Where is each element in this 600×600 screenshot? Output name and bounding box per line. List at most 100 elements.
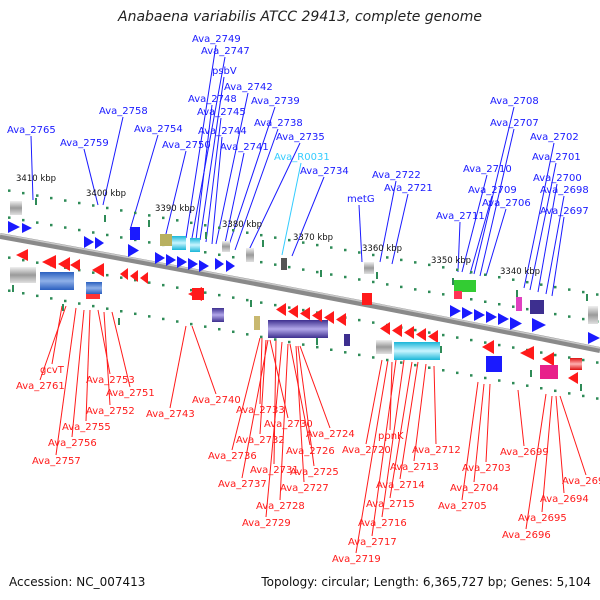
ruler-dot xyxy=(218,293,221,297)
gene-label-ava-2712[interactable]: Ava_2712 xyxy=(412,445,461,456)
gene-label-ava-2693[interactable]: Ava_2693 xyxy=(562,476,600,487)
ruler-tick xyxy=(35,198,37,205)
leader-ava-2748 xyxy=(195,104,213,241)
gene-label-ava-2743[interactable]: Ava_2743 xyxy=(146,409,195,420)
gene-label-ava-2701[interactable]: Ava_2701 xyxy=(532,152,581,163)
gene-label-ava-2709[interactable]: Ava_2709 xyxy=(468,185,517,196)
gene-label-ava-2744[interactable]: Ava_2744 xyxy=(198,126,247,137)
genome-backbone-highlight xyxy=(0,233,600,349)
gene-label-ava-r0031[interactable]: Ava_R0031 xyxy=(274,152,330,163)
gene-label-ava-2729[interactable]: Ava_2729 xyxy=(242,518,291,529)
gene-label-ava-2711[interactable]: Ava_2711 xyxy=(436,211,485,222)
gene-label-ava-2757[interactable]: Ava_2757 xyxy=(32,456,81,467)
ruler-dot xyxy=(540,351,543,354)
gene-block xyxy=(10,201,22,215)
gene-label-ppnk[interactable]: ppnK xyxy=(378,431,404,442)
gene-label-ava-2695[interactable]: Ava_2695 xyxy=(518,513,567,524)
gene-label-metg[interactable]: metG xyxy=(347,194,375,205)
gene-label-ava-2706[interactable]: Ava_2706 xyxy=(482,198,531,209)
gene-label-ava-2753[interactable]: Ava_2753 xyxy=(86,375,135,386)
gene-label-ava-2707[interactable]: Ava_2707 xyxy=(490,118,539,129)
ruler-dot xyxy=(582,358,585,362)
gene-label-ava-2754[interactable]: Ava_2754 xyxy=(134,124,183,135)
gene-label-ava-2713[interactable]: Ava_2713 xyxy=(390,462,439,473)
gene-label-ava-2741[interactable]: Ava_2741 xyxy=(220,142,269,153)
gene-label-ava-2724[interactable]: Ava_2724 xyxy=(306,429,355,440)
ruler-dot xyxy=(288,238,291,242)
gene-label-ava-2765[interactable]: Ava_2765 xyxy=(7,125,56,136)
ruler-dot xyxy=(260,233,263,237)
ruler-dot xyxy=(484,341,487,344)
gene-label-ava-2694[interactable]: Ava_2694 xyxy=(540,494,589,505)
gene-label-ava-2727[interactable]: Ava_2727 xyxy=(280,483,329,494)
gene-label-ava-2761[interactable]: Ava_2761 xyxy=(16,381,65,392)
gene-label-ava-2750[interactable]: Ava_2750 xyxy=(162,140,211,151)
gene-label-ava-2704[interactable]: Ava_2704 xyxy=(450,483,499,494)
reverse-gene-arrow xyxy=(392,324,402,337)
gene-label-ava-2748[interactable]: Ava_2748 xyxy=(188,94,237,105)
ruler-dot xyxy=(316,270,319,274)
gene-label-ava-2749[interactable]: Ava_2749 xyxy=(192,34,241,45)
ruler-dot xyxy=(498,275,501,279)
gene-label-ava-2703[interactable]: Ava_2703 xyxy=(462,463,511,474)
ruler-dot xyxy=(358,318,361,322)
gene-label-ava-2740[interactable]: Ava_2740 xyxy=(192,395,241,406)
leader-ava-r0031 xyxy=(281,162,302,256)
ruler-dot xyxy=(246,231,249,234)
gene-label-ava-2759[interactable]: Ava_2759 xyxy=(60,138,109,149)
gene-label-ava-2747[interactable]: Ava_2747 xyxy=(201,46,250,57)
gene-label-ava-2698[interactable]: Ava_2698 xyxy=(540,185,589,196)
reverse-gene-block xyxy=(86,294,100,299)
gene-label-ava-2705[interactable]: Ava_2705 xyxy=(438,501,487,512)
gene-label-ava-2722[interactable]: Ava_2722 xyxy=(372,170,421,181)
ruler-dot xyxy=(596,397,599,400)
leader-ava-2724 xyxy=(299,345,331,429)
gene-label-ava-2697[interactable]: Ava_2697 xyxy=(540,206,589,217)
ruler-dot xyxy=(540,387,543,390)
gene-label-ava-2716[interactable]: Ava_2716 xyxy=(358,518,407,529)
gene-label-psbv[interactable]: psbV xyxy=(212,66,237,77)
gene-label-ava-2756[interactable]: Ava_2756 xyxy=(48,438,97,449)
gene-label-ava-2758[interactable]: Ava_2758 xyxy=(99,106,148,117)
gene-label-ava-2719[interactable]: Ava_2719 xyxy=(332,554,381,565)
gene-label-ava-2751[interactable]: Ava_2751 xyxy=(106,388,155,399)
gene-label-ava-2720[interactable]: Ava_2720 xyxy=(342,445,391,456)
gene-label-ava-2752[interactable]: Ava_2752 xyxy=(86,406,135,417)
gene-label-ava-2731[interactable]: Ava_2731 xyxy=(250,465,299,476)
gene-label-ava-2702[interactable]: Ava_2702 xyxy=(530,132,579,143)
gene-label-ava-2700[interactable]: Ava_2700 xyxy=(533,173,582,184)
ruler-dot xyxy=(176,320,179,323)
gene-label-ava-2730[interactable]: Ava_2730 xyxy=(264,419,313,430)
gene-label-ava-2721[interactable]: Ava_2721 xyxy=(384,183,433,194)
gene-label-ava-2739[interactable]: Ava_2739 xyxy=(251,96,300,107)
ruler-dot xyxy=(50,196,53,200)
gene-label-ava-2732[interactable]: Ava_2732 xyxy=(236,435,285,446)
gene-label-ava-2696[interactable]: Ava_2696 xyxy=(502,530,551,541)
ruler-dot xyxy=(456,336,459,339)
gene-label-ava-2714[interactable]: Ava_2714 xyxy=(376,480,425,491)
gene-label-gcvt[interactable]: gcvT xyxy=(40,365,65,376)
gene-label-ava-2738[interactable]: Ava_2738 xyxy=(254,118,303,129)
gene-label-ava-2735[interactable]: Ava_2735 xyxy=(276,132,325,143)
gene-label-ava-2728[interactable]: Ava_2728 xyxy=(256,501,305,512)
gene-label-ava-2726[interactable]: Ava_2726 xyxy=(286,446,335,457)
gene-label-ava-2742[interactable]: Ava_2742 xyxy=(224,82,273,93)
gene-label-ava-2734[interactable]: Ava_2734 xyxy=(300,166,349,177)
gene-label-ava-2708[interactable]: Ava_2708 xyxy=(490,96,539,107)
gene-label-ava-2699[interactable]: Ava_2699 xyxy=(500,447,549,458)
ruler-dot xyxy=(386,256,389,259)
gene-label-ava-2745[interactable]: Ava_2745 xyxy=(197,107,246,118)
ruler-tick xyxy=(148,220,150,227)
gene-label-ava-2733[interactable]: Ava_2733 xyxy=(236,405,285,416)
ruler-dot xyxy=(386,283,389,286)
gene-label-ava-2725[interactable]: Ava_2725 xyxy=(290,467,339,478)
gene-label-ava-2737[interactable]: Ava_2737 xyxy=(218,479,267,490)
ruler-dot xyxy=(78,302,81,305)
map-title: Anabaena variabilis ATCC 29413, complete… xyxy=(118,9,482,25)
gene-label-ava-2736[interactable]: Ava_2736 xyxy=(208,451,257,462)
gene-label-ava-2755[interactable]: Ava_2755 xyxy=(62,422,111,433)
gene-label-ava-2715[interactable]: Ava_2715 xyxy=(366,499,415,510)
gene-label-ava-2717[interactable]: Ava_2717 xyxy=(348,537,397,548)
gene-label-ava-2710[interactable]: Ava_2710 xyxy=(463,164,512,175)
